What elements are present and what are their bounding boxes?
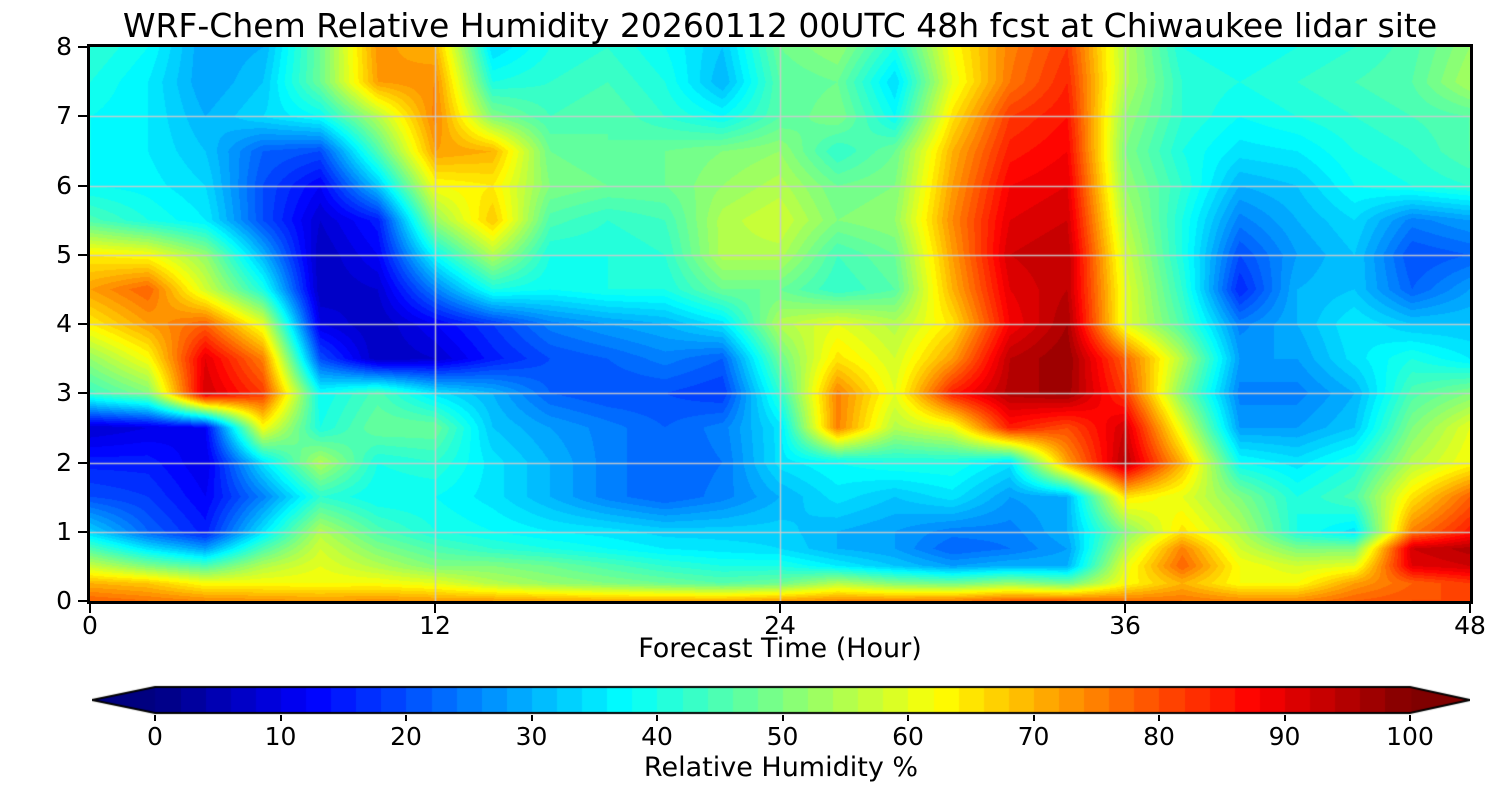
y-tick-label: 8 — [56, 32, 72, 61]
colorbar-tick-mark — [279, 715, 282, 721]
x-tick-label: 0 — [82, 611, 98, 640]
x-tick-mark — [779, 604, 781, 613]
x-tick-mark — [434, 604, 436, 613]
x-tick-mark — [1124, 604, 1126, 613]
colorbar-canvas — [92, 685, 1470, 715]
y-tick-label: 3 — [56, 378, 72, 408]
colorbar-tick-label: 10 — [264, 722, 297, 751]
colorbar-tick-mark — [1283, 715, 1286, 721]
colorbar-tick-label: 60 — [892, 722, 924, 751]
y-tick-mark — [78, 600, 87, 602]
y-tick-label: 6 — [56, 170, 72, 200]
y-tick-mark — [78, 461, 87, 464]
y-tick-label: 0 — [56, 586, 72, 615]
y-tick-label: 5 — [56, 239, 72, 269]
y-tick-mark — [78, 253, 87, 256]
y-tick-label: 1 — [56, 516, 72, 546]
chart-title: WRF-Chem Relative Humidity 20260112 00UT… — [122, 6, 1438, 45]
y-tick-mark — [78, 530, 87, 533]
colorbar-tick-mark — [1032, 715, 1035, 721]
colorbar-tick-mark — [1409, 715, 1411, 721]
plot-area — [87, 44, 1473, 604]
colorbar-tick-label: 30 — [515, 722, 548, 751]
x-axis-label: Forecast Time (Hour) — [638, 633, 922, 664]
colorbar-label: Relative Humidity % — [643, 752, 919, 783]
x-tick-mark — [89, 604, 91, 613]
y-tick-label: 7 — [56, 101, 72, 131]
colorbar-tick-label: 70 — [1017, 722, 1050, 751]
colorbar-tick-mark — [781, 715, 784, 721]
x-tick-label: 36 — [1109, 611, 1141, 640]
colorbar-tick-mark — [656, 715, 658, 721]
colorbar-tick-label: 50 — [766, 722, 799, 751]
x-tick-label: 24 — [764, 611, 796, 640]
colorbar-tick-mark — [907, 715, 909, 721]
y-tick-label: 2 — [56, 447, 72, 477]
y-tick-mark — [78, 46, 87, 48]
x-tick-label: 48 — [1454, 611, 1486, 640]
y-tick-label: 4 — [56, 309, 72, 338]
colorbar-tick-label: 80 — [1143, 722, 1175, 751]
colorbar-tick-mark — [154, 715, 156, 721]
colorbar-tick-label: 0 — [147, 722, 163, 751]
y-tick-mark — [78, 115, 87, 118]
colorbar-tick-label: 40 — [641, 722, 673, 751]
y-tick-mark — [78, 323, 87, 325]
colorbar-tick-label: 100 — [1386, 722, 1434, 751]
colorbar-tick-label: 90 — [1268, 722, 1301, 751]
y-tick-mark — [78, 392, 87, 395]
colorbar-tick-mark — [530, 715, 533, 721]
x-tick-mark — [1469, 604, 1471, 613]
colorbar-tick-label: 20 — [390, 722, 422, 751]
colorbar-tick-mark — [405, 715, 407, 721]
colorbar-tick-mark — [1158, 715, 1160, 721]
heatmap-canvas — [90, 47, 1470, 601]
y-tick-mark — [78, 184, 87, 187]
x-tick-label: 12 — [419, 611, 451, 640]
